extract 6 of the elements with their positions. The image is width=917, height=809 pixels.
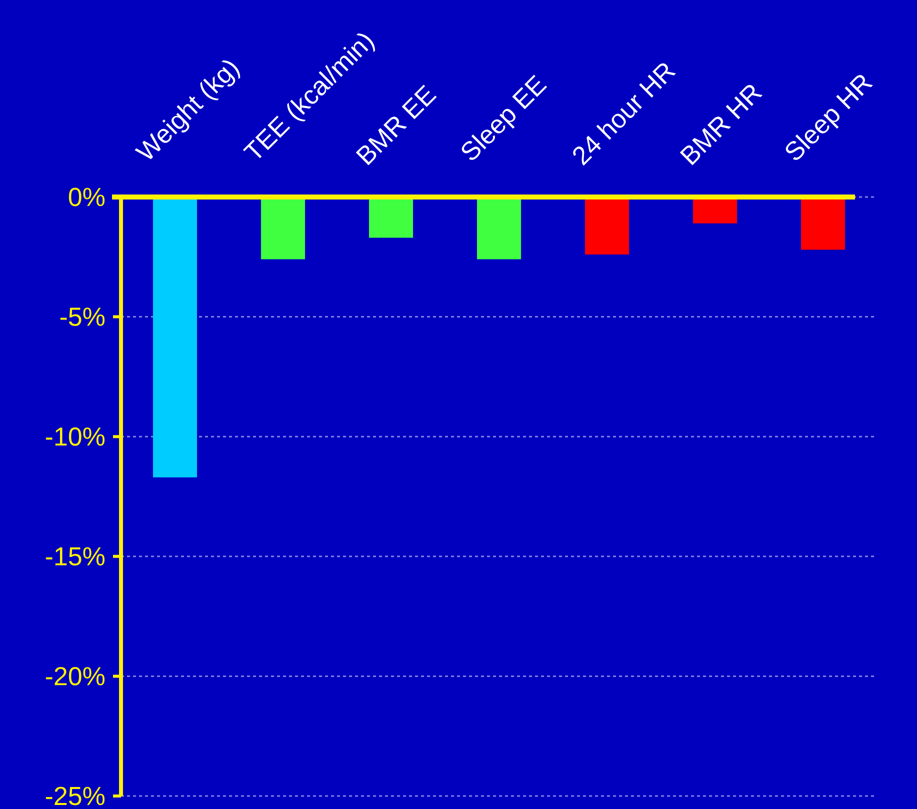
y-tick-label: -10% (46, 427, 105, 446)
y-tick-label: -25% (46, 786, 105, 806)
y-tick-label: 0% (68, 188, 105, 206)
y-tick-label: -5% (60, 308, 105, 326)
y-tick-label: -20% (46, 666, 105, 686)
y-tick-label: -15% (46, 547, 105, 566)
